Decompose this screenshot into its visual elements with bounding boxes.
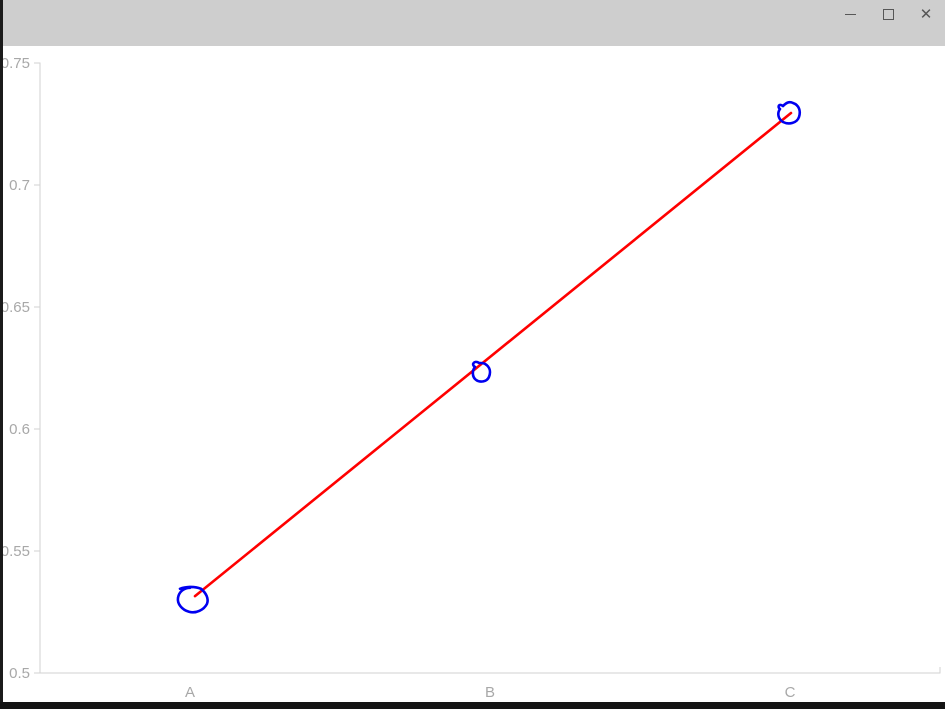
maximize-icon: [882, 8, 894, 20]
y-tick-label: 0.6: [9, 421, 30, 438]
minimize-button[interactable]: [831, 0, 869, 28]
close-button[interactable]: ✕: [907, 0, 945, 28]
y-tick-label: 0.55: [1, 543, 30, 560]
y-tick-label: 0.5: [9, 665, 30, 682]
x-tick-label: C: [785, 684, 796, 701]
maximize-button[interactable]: [869, 0, 907, 28]
y-tick-label: 0.7: [9, 177, 30, 194]
y-tick-label: 0.75: [1, 55, 30, 72]
hand-drawn-circle-annotation: [777, 100, 802, 125]
window-border-bottom: [0, 702, 945, 709]
y-tick-label: 0.65: [1, 299, 30, 316]
hand-drawn-circle-annotation: [471, 360, 492, 383]
trend-line: [193, 111, 793, 598]
window-border-left: [0, 0, 3, 709]
close-icon: ✕: [919, 5, 933, 23]
hand-drawn-circle-annotation: [176, 585, 209, 614]
axis-domain: [34, 62, 941, 674]
x-tick-label: A: [185, 684, 195, 701]
titlebar[interactable]: ✕: [3, 0, 945, 46]
x-tick-label: B: [485, 684, 495, 701]
window-controls: ✕: [831, 0, 945, 28]
minimize-icon: [844, 13, 856, 15]
